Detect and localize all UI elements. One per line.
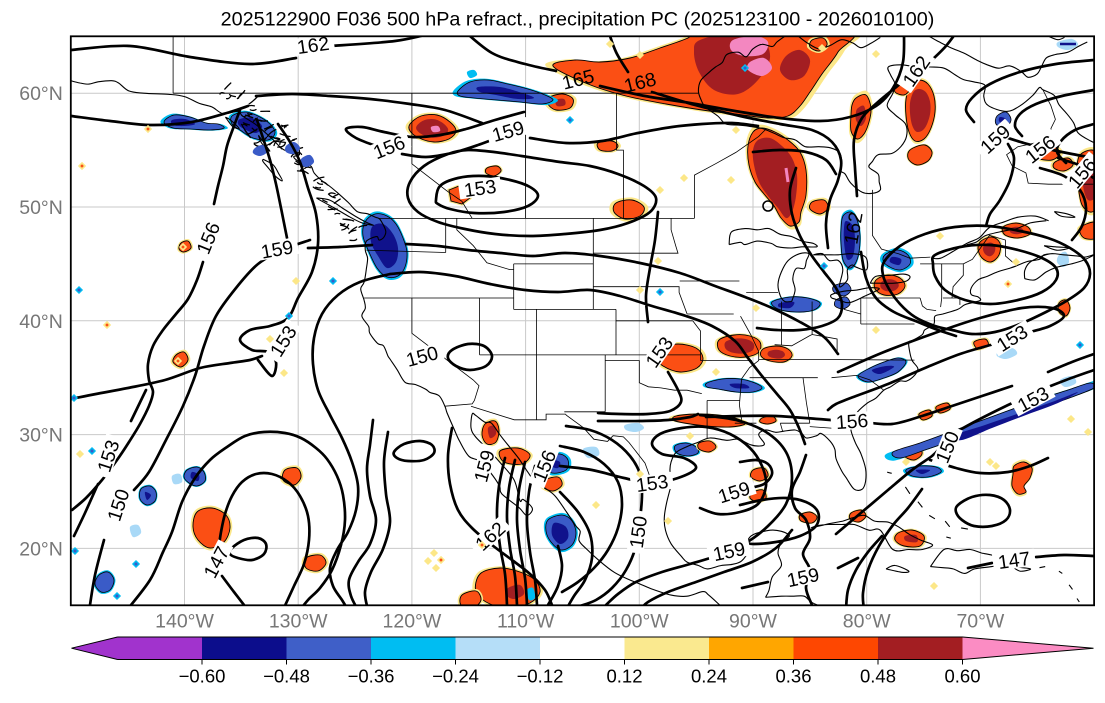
svg-text:100°W: 100°W	[610, 610, 669, 632]
svg-text:40°N: 40°N	[19, 311, 63, 333]
svg-text:−0.36: −0.36	[348, 666, 395, 687]
svg-text:130°W: 130°W	[269, 610, 328, 632]
svg-text:30°N: 30°N	[19, 425, 63, 447]
svg-text:−0.60: −0.60	[179, 666, 226, 687]
svg-text:120°W: 120°W	[383, 610, 442, 632]
svg-text:−0.12: −0.12	[517, 666, 564, 687]
svg-text:0.24: 0.24	[691, 666, 727, 687]
svg-text:0.12: 0.12	[606, 666, 642, 687]
svg-text:0.48: 0.48	[860, 666, 896, 687]
svg-text:153: 153	[463, 176, 498, 202]
svg-text:162: 162	[296, 33, 331, 59]
svg-text:90°W: 90°W	[729, 610, 777, 632]
svg-text:60°N: 60°N	[19, 83, 63, 105]
svg-text:110°W: 110°W	[497, 610, 555, 632]
svg-text:2025122900 F036 500 hPa refrac: 2025122900 F036 500 hPa refract., precip…	[221, 9, 935, 31]
svg-text:156: 156	[835, 410, 869, 434]
svg-text:70°W: 70°W	[956, 610, 1004, 632]
svg-text:0.36: 0.36	[775, 666, 811, 687]
svg-text:80°W: 80°W	[843, 610, 891, 632]
svg-text:20°N: 20°N	[19, 538, 63, 560]
svg-text:50°N: 50°N	[19, 197, 63, 219]
svg-text:−0.48: −0.48	[263, 666, 310, 687]
svg-text:−0.24: −0.24	[432, 666, 479, 687]
svg-text:147: 147	[997, 548, 1032, 574]
svg-text:140°W: 140°W	[155, 610, 214, 632]
svg-text:150: 150	[626, 514, 652, 549]
svg-text:0.60: 0.60	[944, 666, 980, 687]
